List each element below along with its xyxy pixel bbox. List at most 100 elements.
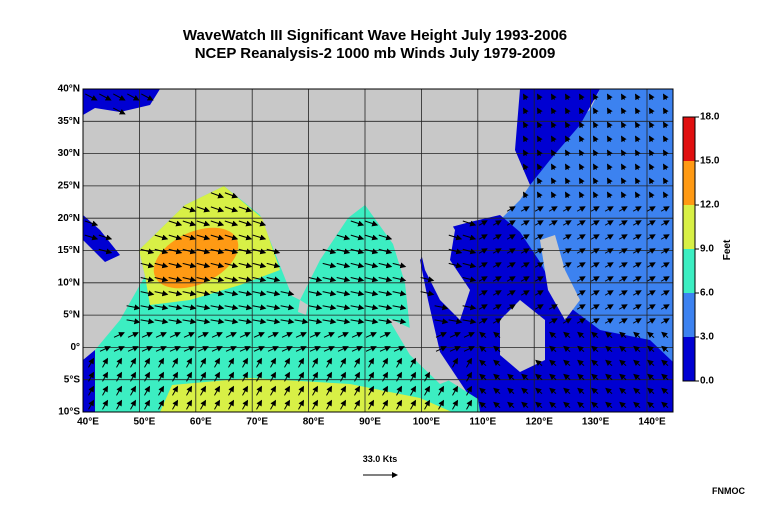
wind-arrow <box>378 234 393 241</box>
wind-arrow <box>182 276 197 283</box>
wind-arrow <box>270 399 276 410</box>
wind-arrow <box>238 206 253 213</box>
wind-arrow <box>116 371 122 382</box>
wind-arrow <box>576 304 586 310</box>
wind-arrow <box>536 107 543 115</box>
wind-arrow <box>210 262 225 269</box>
wind-arrow <box>550 93 557 101</box>
wind-arrow <box>210 220 225 227</box>
wind-arrow <box>253 332 265 338</box>
wind-arrow <box>578 93 585 101</box>
wind-arrow <box>549 359 557 366</box>
wind-arrow <box>294 318 309 325</box>
wind-arrow <box>632 262 642 268</box>
land <box>500 300 545 372</box>
wind-arrow <box>534 234 544 240</box>
wind-arrow <box>340 357 346 368</box>
wind-arrow <box>238 262 253 269</box>
wind-arrow <box>604 262 614 268</box>
wind-arrow <box>200 371 206 382</box>
wind-arrow <box>591 359 599 366</box>
wind-arrow <box>537 163 543 171</box>
wind-arrow <box>354 385 360 396</box>
wind-arrow <box>619 401 627 408</box>
wind-arrow <box>522 121 529 129</box>
wind-arrow <box>113 93 126 101</box>
wind-arrow <box>619 373 627 380</box>
wind-arrow <box>210 192 225 199</box>
wind-arrow <box>210 206 225 213</box>
wind-arrow <box>662 93 669 101</box>
wind-arrow <box>392 262 407 269</box>
wind-arrow <box>478 220 488 226</box>
wind-arrow <box>169 332 181 338</box>
wind-arrow <box>256 357 262 368</box>
wind-arrow <box>144 357 150 368</box>
wind-arrow <box>634 121 641 129</box>
wind-arrow <box>448 318 463 325</box>
wind-arrow <box>551 191 557 199</box>
map-frame <box>82 88 674 413</box>
wind-arrow <box>281 346 293 352</box>
wind-arrow <box>449 332 461 338</box>
wind-arrow <box>253 346 265 352</box>
wind-arrow <box>242 371 248 382</box>
wind-arrow <box>116 385 122 396</box>
wind-arrow <box>308 304 323 311</box>
lat-tick-label: 20°N <box>58 213 80 224</box>
wind-arrow <box>312 357 318 368</box>
wind-arrow <box>660 304 670 310</box>
wind-arrow <box>102 385 108 396</box>
wind-arrow <box>88 385 94 396</box>
wind-arrow <box>535 401 543 408</box>
wind-arrow <box>646 276 656 282</box>
wind-arrow <box>210 304 225 311</box>
wind-arrow <box>382 385 388 396</box>
wind-arrow <box>224 304 239 311</box>
wind-arrow <box>140 248 155 255</box>
wind-arrow <box>576 318 586 324</box>
wind-arrow <box>434 304 449 311</box>
wind-arrow <box>196 276 211 283</box>
wind-arrow <box>322 290 337 297</box>
wind-arrow <box>238 318 253 325</box>
colorbar-segment <box>683 117 695 161</box>
wind-arrow <box>322 318 337 325</box>
lat-tick-label: 5°N <box>63 310 80 321</box>
wind-arrow <box>632 248 642 254</box>
wind-arrow <box>646 290 656 296</box>
lon-tick-label: 110°E <box>469 417 496 428</box>
colorbar-tick-label: 9.0 <box>700 244 714 255</box>
wind-arrow <box>492 304 502 310</box>
wind-arrow <box>210 318 225 325</box>
wind-arrow <box>579 163 585 171</box>
wind-arrow <box>660 220 670 226</box>
wind-arrow <box>364 248 379 255</box>
wind-arrow <box>462 262 477 269</box>
wind-arrow <box>284 399 290 410</box>
wind-arrow <box>354 357 360 368</box>
wind-arrow <box>520 206 530 212</box>
wind-arrow <box>549 401 557 408</box>
wind-arrow <box>549 345 557 352</box>
wind-arrow <box>647 401 655 408</box>
wind-arrow <box>620 121 627 129</box>
wind-arrow <box>130 357 136 368</box>
wind-arrow <box>224 234 239 241</box>
wind-arrow <box>196 206 211 213</box>
wind-arrow <box>214 385 220 396</box>
wind-arrow <box>410 371 416 382</box>
wind-arrow <box>452 385 458 396</box>
wind-arrow <box>308 276 323 283</box>
land <box>298 300 308 315</box>
wind-arrow <box>452 357 458 368</box>
wind-arrow <box>197 346 209 352</box>
wind-arrow <box>647 345 655 352</box>
wind-arrow <box>562 206 572 212</box>
lat-tick-label: 5°S <box>64 374 81 385</box>
colorbar-label: Feet <box>722 239 733 260</box>
wind-arrow <box>618 262 628 268</box>
wind-arrow <box>479 345 487 352</box>
wind-arrow <box>576 206 586 212</box>
colorbar-tick-label: 6.0 <box>700 288 714 299</box>
